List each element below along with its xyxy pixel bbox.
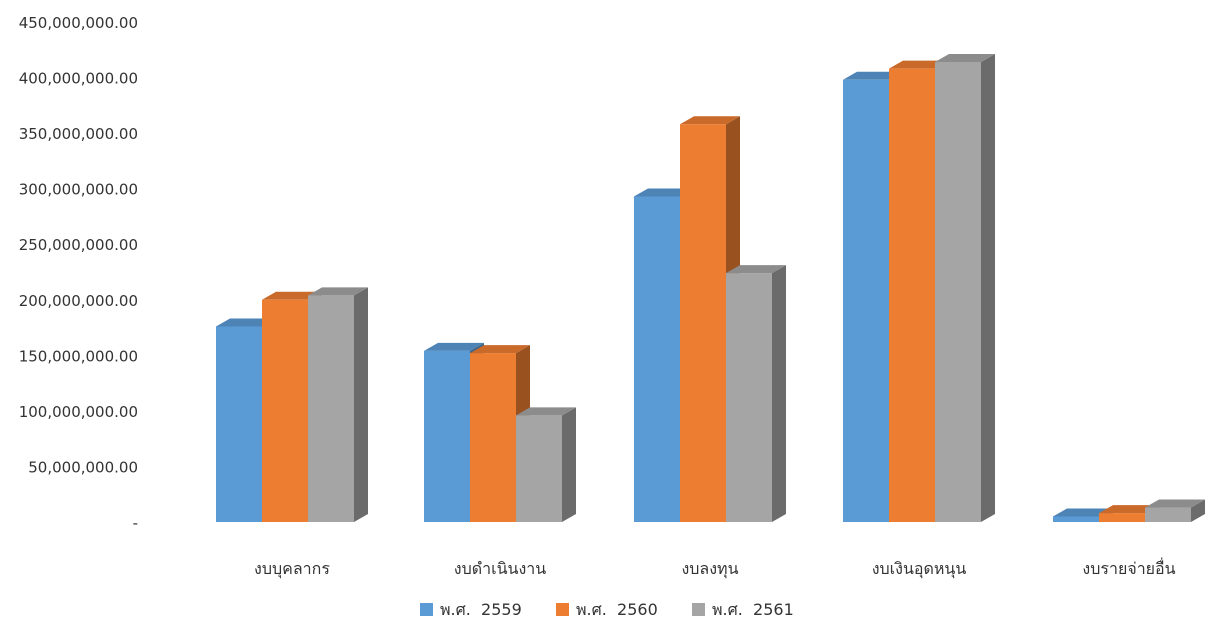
y-tick-label: 200,000,000.00 (19, 292, 138, 310)
y-tick-label: 100,000,000.00 (19, 403, 138, 421)
x-category-label: งบรายจ่ายอื่น (1082, 557, 1175, 578)
legend-label: พ.ศ. 2561 (712, 600, 794, 619)
x-category-label: งบดำเนินงาน (454, 559, 546, 578)
y-tick-label: 400,000,000.00 (19, 70, 138, 88)
y-tick-label: - (133, 514, 138, 532)
y-tick-label: 450,000,000.00 (19, 14, 138, 32)
y-tick-label: 350,000,000.00 (19, 125, 138, 143)
x-category-label: งบเงินอุดหนุน (872, 559, 967, 579)
x-category-label: งบลงทุน (681, 559, 738, 579)
bar (516, 407, 576, 522)
y-tick-label: 250,000,000.00 (19, 236, 138, 254)
y-tick-label: 50,000,000.00 (28, 458, 138, 476)
legend-label: พ.ศ. 2559 (440, 600, 522, 619)
legend-item: พ.ศ. 2559 (420, 600, 522, 619)
legend-item: พ.ศ. 2560 (556, 600, 658, 619)
x-category-label: งบบุคลากร (254, 559, 330, 579)
legend-swatch (692, 603, 705, 616)
legend-item: พ.ศ. 2561 (692, 600, 794, 619)
y-axis-labels: - 50,000,000.00 100,000,000.00 150,000,000.… (19, 14, 138, 532)
legend-swatch (420, 603, 433, 616)
y-tick-label: 150,000,000.00 (19, 347, 138, 365)
legend: พ.ศ. 2559 พ.ศ. 2560 พ.ศ. 2561 (420, 600, 794, 619)
bar (1145, 499, 1205, 522)
legend-swatch (556, 603, 569, 616)
bar (935, 54, 995, 522)
bars (216, 54, 1205, 523)
y-tick-label: 300,000,000.00 (19, 181, 138, 199)
bar (308, 287, 368, 522)
bar (726, 265, 786, 522)
legend-label: พ.ศ. 2560 (576, 600, 658, 619)
x-axis-labels: งบบุคลากร งบดำเนินงาน งบลงทุน งบเงินอุดหนุน… (254, 557, 1176, 579)
